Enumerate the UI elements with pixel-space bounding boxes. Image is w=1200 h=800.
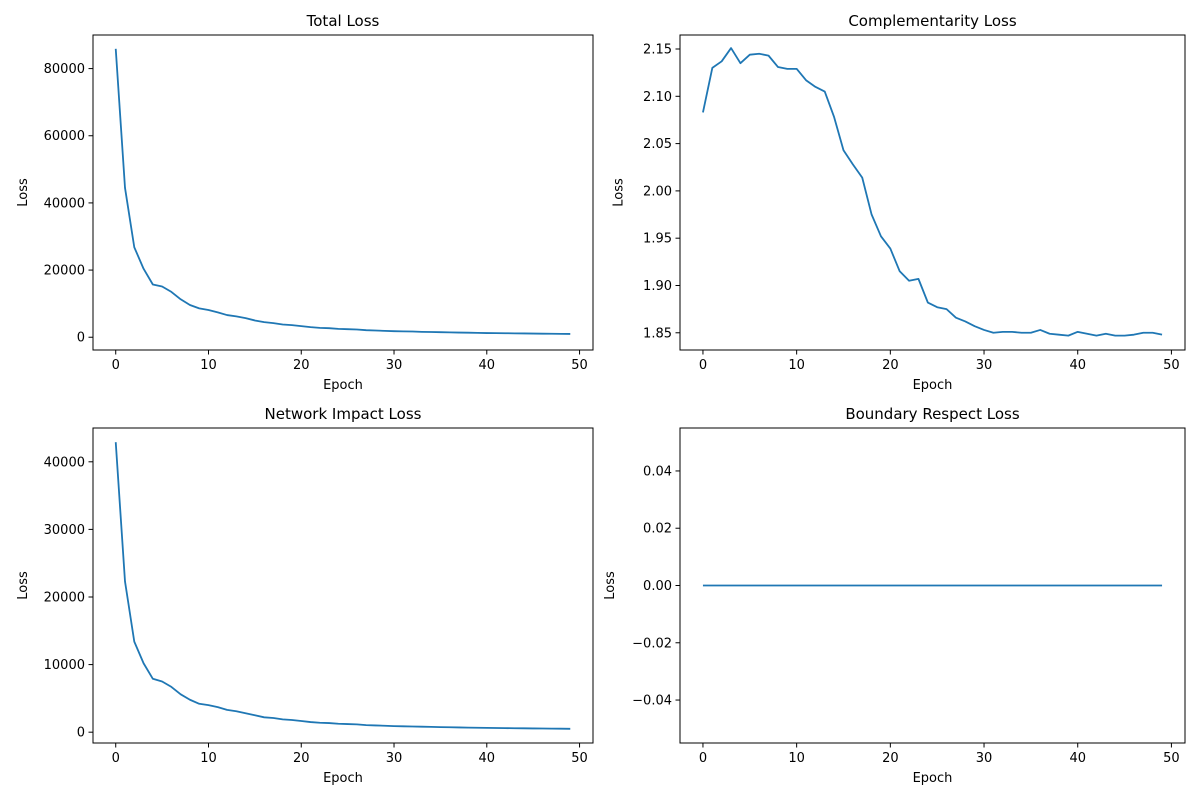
x-tick-label: 30 [976, 358, 993, 373]
x-axis-label: Epoch [323, 378, 363, 393]
y-axis-label: Loss [16, 178, 31, 207]
x-tick-label: 20 [882, 751, 899, 766]
series-line [114, 48, 571, 335]
x-tick-label: 50 [571, 751, 588, 766]
y-tick-label: 40000 [44, 455, 85, 470]
axes-frame [679, 34, 1186, 351]
y-axis-label: Loss [611, 178, 626, 207]
y-tick-label: −0.02 [632, 636, 672, 651]
x-tick-label: 0 [112, 358, 120, 373]
y-tick-label: 0 [77, 726, 85, 741]
subplot-total-loss: Total Loss Epoch Loss 0 10 20 30 40 50 0 20000 4… [16, 12, 594, 393]
y-tick-label: 30000 [44, 523, 85, 538]
x-tick-label: 20 [882, 358, 899, 373]
y-tick-label: 20000 [44, 590, 85, 605]
y-tick-label: 60000 [44, 129, 85, 144]
y-tick-label: 2.00 [643, 184, 672, 199]
x-tick-label: 30 [976, 751, 993, 766]
x-axis-label: Epoch [913, 771, 953, 786]
x-tick-label: 0 [112, 751, 120, 766]
y-tick-label: 0.00 [643, 579, 672, 594]
y-tick-label: 0 [77, 331, 85, 346]
y-tick-label: 2.15 [643, 43, 672, 58]
subplot-network-impact-loss: Network Impact Loss Epoch Loss 0 10 20 30 40… [16, 405, 594, 786]
y-tick-label: 80000 [44, 62, 85, 77]
x-tick-label: 0 [699, 358, 707, 373]
x-tick-label: 40 [1069, 751, 1086, 766]
x-tick-label: 10 [200, 358, 217, 373]
y-tick-label: 1.95 [643, 232, 672, 247]
x-axis-label: Epoch [913, 378, 953, 393]
series-line [702, 47, 1163, 337]
series-line [114, 442, 571, 730]
y-tick-label: 0.02 [643, 522, 672, 537]
x-tick-label: 40 [479, 751, 496, 766]
x-tick-label: 20 [293, 751, 310, 766]
subplot-boundary-respect-loss: Boundary Respect Loss Epoch Loss 0 10 20 30… [603, 405, 1186, 786]
x-tick-label: 10 [788, 358, 805, 373]
x-tick-label: 20 [293, 358, 310, 373]
y-tick-label: 0.04 [643, 464, 672, 479]
y-tick-label: 40000 [44, 196, 85, 211]
subplot-title: Boundary Respect Loss [845, 405, 1020, 423]
x-tick-label: 10 [200, 751, 217, 766]
x-tick-label: 40 [479, 358, 496, 373]
subplot-title: Network Impact Loss [265, 405, 422, 423]
x-tick-label: 40 [1069, 358, 1086, 373]
x-tick-label: 10 [788, 751, 805, 766]
y-tick-label: 2.10 [643, 90, 672, 105]
y-axis-label: Loss [16, 571, 31, 600]
x-tick-label: 30 [386, 751, 403, 766]
x-tick-label: 50 [1163, 751, 1180, 766]
x-tick-label: 0 [699, 751, 707, 766]
y-tick-label: 20000 [44, 264, 85, 279]
y-tick-label: 1.90 [643, 279, 672, 294]
subplot-complementarity-loss: Complementarity Loss Epoch Loss 0 10 20 30 4… [611, 12, 1186, 393]
axes-frame [92, 427, 594, 744]
y-tick-label: 2.05 [643, 137, 672, 152]
y-tick-label: 10000 [44, 658, 85, 673]
y-tick-label: −0.04 [632, 694, 672, 709]
subplot-title: Complementarity Loss [848, 12, 1017, 30]
axes-frame [92, 34, 594, 351]
axes-frame [679, 427, 1186, 744]
x-tick-label: 50 [571, 358, 588, 373]
x-axis-label: Epoch [323, 771, 363, 786]
subplot-title: Total Loss [306, 12, 380, 30]
y-axis-label: Loss [603, 571, 618, 600]
y-tick-label: 1.85 [643, 326, 672, 341]
x-tick-label: 50 [1163, 358, 1180, 373]
x-tick-label: 30 [386, 358, 403, 373]
